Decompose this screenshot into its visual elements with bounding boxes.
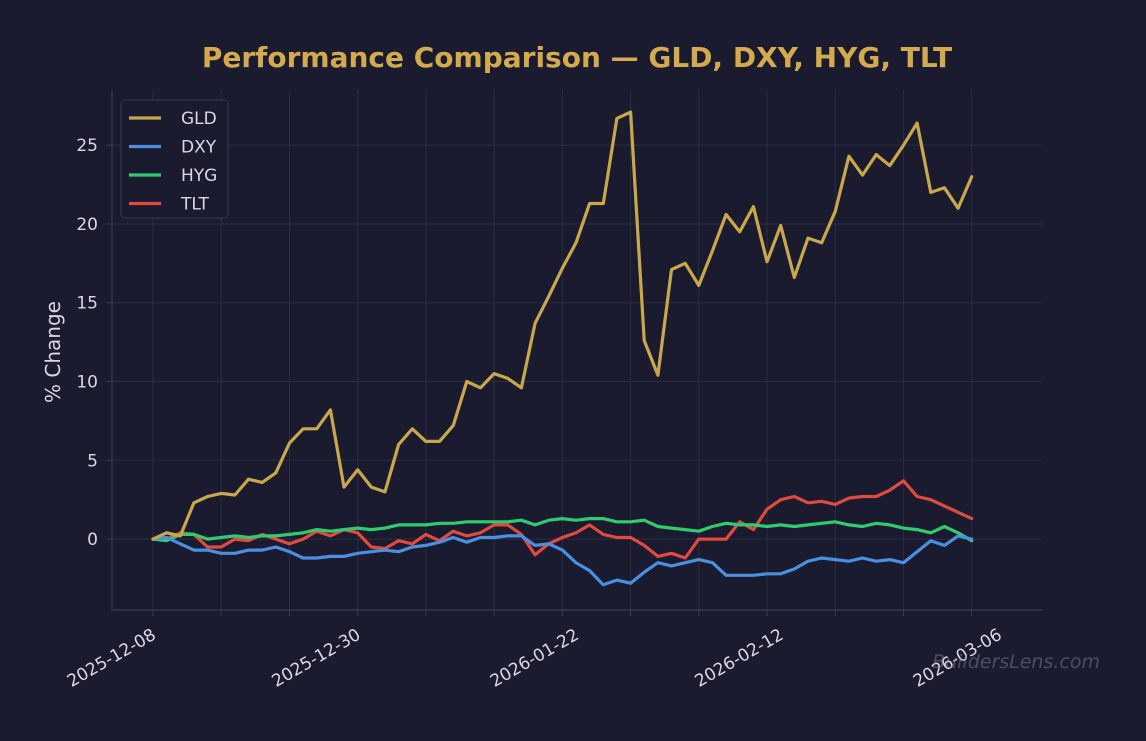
- series-line-dxy: [151, 534, 974, 587]
- y-tick-label: 0: [87, 530, 98, 550]
- legend-box: [120, 99, 229, 219]
- y-tick-label: 15: [76, 294, 98, 314]
- legend-label-dxy: DXY: [181, 138, 217, 158]
- legend: GLD DXY HYG TLT: [120, 99, 229, 219]
- y-tick-label: 5: [87, 451, 98, 471]
- watermark: BuildersLens.com: [932, 651, 1100, 673]
- chart-title: Performance Comparison — GLD, DXY, HYG, …: [202, 41, 952, 74]
- series-line-tlt: [151, 479, 974, 560]
- y-tick-label: 25: [76, 136, 98, 156]
- series-lines: [151, 110, 974, 587]
- y-tick-label: 10: [76, 373, 98, 393]
- y-axis-label: % Change: [41, 301, 65, 403]
- legend-label-tlt: TLT: [180, 195, 210, 215]
- axes: [111, 90, 1042, 611]
- series-line-gld: [151, 110, 974, 541]
- series-line-hyg: [151, 516, 974, 543]
- y-tick-label: 20: [76, 215, 98, 235]
- y-axis-ticks: 0 5 10 15 20 25: [76, 136, 112, 550]
- legend-label-gld: GLD: [181, 109, 217, 129]
- legend-label-hyg: HYG: [181, 166, 217, 186]
